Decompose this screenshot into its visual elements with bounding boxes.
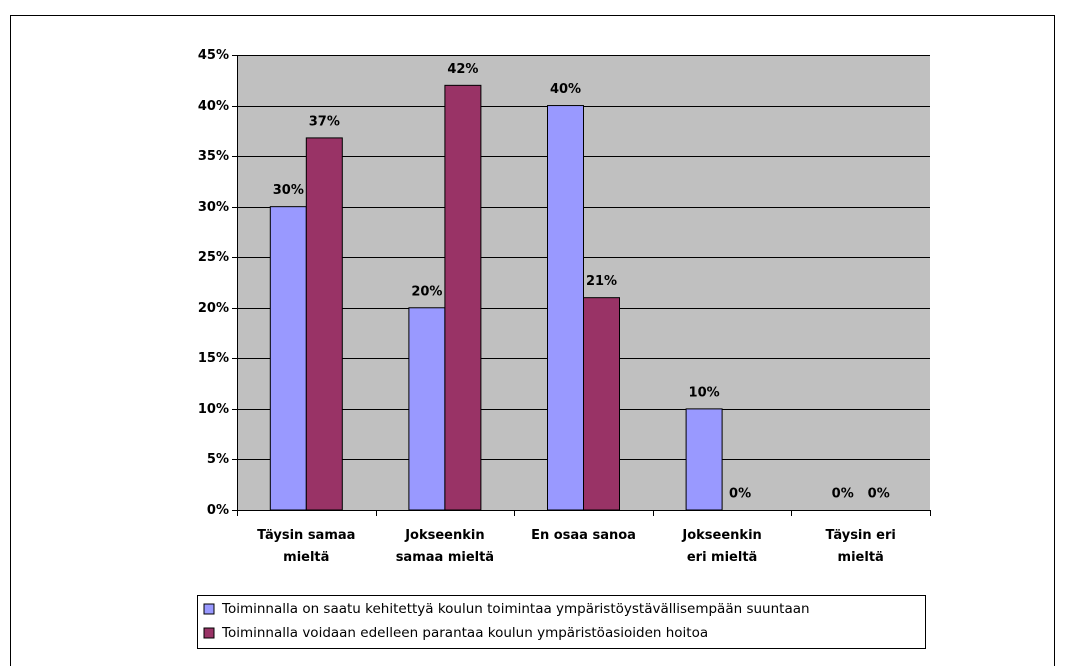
y-tick-label: 15%	[198, 351, 229, 366]
legend-box	[197, 595, 926, 649]
bar	[444, 84, 482, 511]
y-tick-label: 25%	[198, 250, 229, 265]
bar	[547, 105, 584, 511]
data-label: 37%	[309, 114, 340, 129]
x-tick-label: Täysin eri mieltä	[825, 528, 896, 565]
bar	[408, 307, 446, 511]
data-label: 0%	[832, 487, 854, 502]
data-label: 40%	[550, 82, 581, 97]
data-label: 0%	[729, 487, 751, 502]
bar	[685, 408, 723, 511]
y-tick-label: 40%	[198, 99, 229, 114]
bar	[269, 206, 307, 511]
x-tick-label: Jokseenkin eri mieltä	[682, 528, 762, 565]
y-tick-label: 5%	[207, 452, 229, 467]
data-label: 20%	[411, 284, 442, 299]
y-tick-label: 35%	[198, 149, 229, 164]
chart-border	[10, 15, 1055, 666]
bar	[305, 137, 343, 511]
legend-label: Toiminnalla on saatu kehitettyä koulun t…	[221, 601, 810, 617]
legend-label: Toiminnalla voidaan edelleen parantaa ko…	[221, 625, 708, 641]
legend-swatch	[203, 627, 215, 639]
y-tick-label: 20%	[198, 301, 229, 316]
y-tick-label: 45%	[198, 48, 229, 63]
x-tick-label: Jokseenkin samaa mieltä	[395, 528, 495, 565]
x-tick-label: En osaa sanoa	[531, 528, 636, 543]
y-tick-label: 30%	[198, 200, 229, 215]
data-label: 0%	[868, 487, 890, 502]
data-label: 30%	[273, 183, 304, 198]
y-tick-label: 0%	[207, 503, 229, 518]
data-label: 10%	[689, 385, 720, 400]
y-tick-label: 10%	[198, 402, 229, 417]
data-label: 21%	[586, 274, 617, 289]
data-label: 42%	[447, 62, 478, 77]
legend-swatch	[203, 603, 215, 615]
x-tick-label: Täysin samaa mieltä	[257, 528, 356, 565]
bar	[583, 297, 620, 511]
